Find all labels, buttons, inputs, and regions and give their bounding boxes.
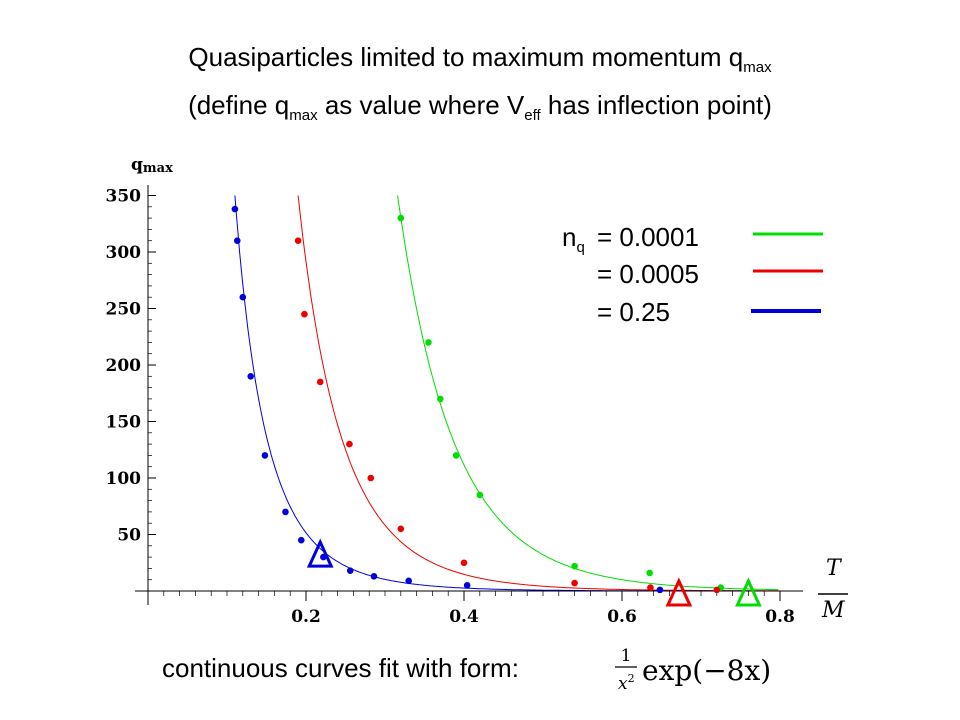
y-axis-label-q: q	[131, 155, 143, 175]
title-2-part-a: (define q	[188, 90, 290, 120]
data-point-0-0	[397, 214, 405, 222]
data-point-1-1	[301, 310, 308, 318]
legend-n-subscript: q	[576, 239, 585, 256]
y-tick-label-250: 250	[106, 300, 142, 320]
data-point-2-1	[233, 237, 241, 244]
y-tick-label-50: 50	[117, 526, 141, 546]
legend-n: n	[562, 222, 577, 252]
fit-curve-0	[397, 195, 779, 591]
y-axis-label: qmax	[131, 155, 173, 176]
data-point-2-11	[463, 582, 471, 589]
formula-numerator: 1	[621, 646, 632, 666]
data-point-2-5	[282, 508, 289, 516]
data-point-0-6	[646, 569, 653, 577]
y-axis-label-max: max	[143, 161, 173, 176]
data-points	[231, 205, 725, 594]
legend-label-blue: = 0.25	[597, 297, 671, 327]
axis-ticks: 50 100 150 200 250 300 350 0.2 0.4 0.6 0.8	[106, 187, 795, 628]
chart-axes	[135, 185, 803, 605]
data-point-1-6	[460, 559, 468, 567]
data-point-1-8	[647, 584, 654, 591]
y-tick-label-200: 200	[106, 356, 142, 376]
data-point-1-4	[367, 474, 375, 482]
slide-title-line-2: (define qmax as value where Veff has inf…	[0, 90, 960, 125]
triangle-markers	[306, 538, 762, 607]
formula-den-exponent: 2	[628, 672, 635, 685]
x-tick-label-0.4: 0.4	[449, 607, 479, 627]
data-point-2-12	[656, 586, 664, 594]
data-point-1-7	[571, 579, 578, 587]
title-2-part-c: has inflection point)	[540, 90, 772, 120]
footer-caption: continuous curves fit with form:	[162, 653, 519, 683]
x-axis-label-denominator: M	[821, 598, 845, 623]
x-axis-label-numerator: T	[826, 556, 843, 581]
data-point-0-5	[571, 562, 578, 570]
data-point-2-0	[231, 205, 239, 213]
data-point-2-3	[247, 373, 254, 380]
y-tick-label-100: 100	[106, 469, 142, 489]
legend-label-red: = 0.0005	[597, 259, 699, 289]
fit-curve-1	[297, 195, 779, 592]
y-tick-label-150: 150	[106, 413, 142, 433]
data-point-2-10	[405, 577, 413, 585]
data-point-2-6	[297, 536, 305, 544]
data-point-2-9	[370, 573, 378, 580]
title-2-part-b: as value where V	[317, 90, 525, 120]
y-tick-label-300: 300	[106, 243, 142, 263]
slide-title-line-1: Quasiparticles limited to maximum moment…	[0, 42, 960, 77]
data-point-0-3	[452, 452, 460, 459]
formula-den-base: x	[618, 674, 628, 694]
y-tick-label-350: 350	[106, 187, 142, 207]
data-point-1-9	[713, 586, 721, 594]
title-2-subscript-qmax: max	[289, 107, 318, 124]
legend-nq-prefix: nq	[562, 222, 585, 256]
data-point-0-2	[437, 395, 444, 403]
legend-label-green: = 0.0001	[597, 222, 699, 252]
x-tick-label-0.6: 0.6	[607, 607, 637, 627]
data-point-2-8	[346, 567, 354, 574]
title-2-subscript-eff: eff	[524, 107, 541, 124]
fit-curve-2	[234, 195, 779, 592]
triangle-marker-0	[735, 577, 762, 607]
data-point-1-2	[316, 378, 324, 386]
data-point-0-4	[476, 491, 484, 499]
triangle-marker-1	[665, 577, 693, 607]
fit-curves	[234, 195, 779, 592]
data-point-1-0	[294, 237, 302, 244]
formula-denominator: x2	[618, 672, 635, 694]
triangle-marker-2	[306, 538, 334, 568]
x-tick-label-0.2: 0.2	[291, 607, 321, 627]
data-point-2-2	[239, 293, 247, 301]
data-point-1-5	[397, 525, 405, 533]
data-point-0-1	[425, 339, 432, 346]
data-point-2-4	[261, 452, 269, 459]
data-point-1-3	[346, 440, 353, 448]
x-tick-label-0.8: 0.8	[765, 607, 795, 627]
formula-exponential: exp(−8x)	[642, 654, 771, 687]
title-1-subscript: max	[743, 59, 772, 76]
title-1-main: Quasiparticles limited to maximum moment…	[188, 42, 744, 72]
